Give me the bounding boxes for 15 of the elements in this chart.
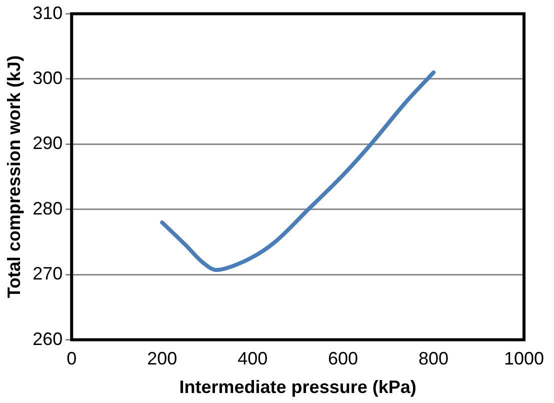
y-tick-label: 300: [32, 68, 63, 88]
line-series: [160, 70, 436, 272]
y-tick-label: 280: [32, 198, 63, 218]
x-tick-label: 1000: [504, 348, 544, 369]
x-tick-label: 800: [418, 348, 449, 369]
y-tick-label: 290: [32, 133, 63, 154]
y-tick-label: 260: [32, 328, 63, 349]
x-tick-label: 200: [147, 348, 178, 369]
x-tick-label: 0: [66, 348, 77, 369]
y-tick-label: 270: [32, 264, 63, 284]
y-axis-title: Total compression work (kJ): [4, 55, 24, 298]
y-tick-label: 310: [32, 2, 63, 23]
x-tick-label: 400: [238, 348, 268, 369]
x-axis-title: Intermediate pressure (kPa): [179, 377, 416, 398]
x-tick-label: 600: [328, 348, 358, 369]
